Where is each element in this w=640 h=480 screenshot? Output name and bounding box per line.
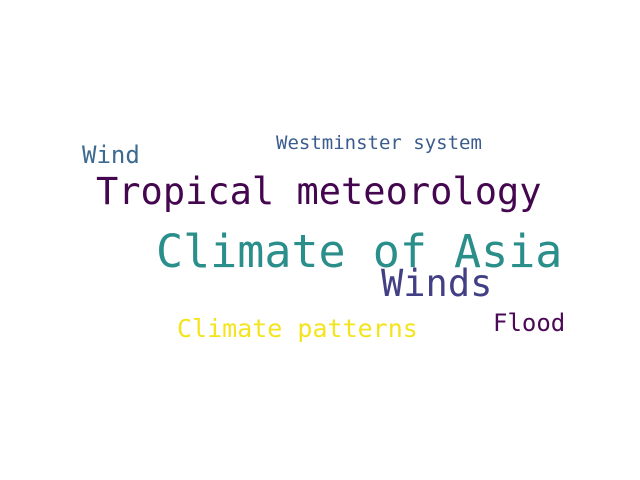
word-climate-patterns: Climate patterns xyxy=(177,314,418,343)
word-westminster-system: Westminster system xyxy=(276,132,482,154)
word-climate-of-asia: Climate of Asia xyxy=(156,225,563,278)
word-winds: Winds xyxy=(381,262,493,305)
word-flood: Flood xyxy=(493,309,566,337)
word-tropical-meteorology: Tropical meteorology xyxy=(96,170,542,213)
word-wind: Wind xyxy=(82,141,140,169)
